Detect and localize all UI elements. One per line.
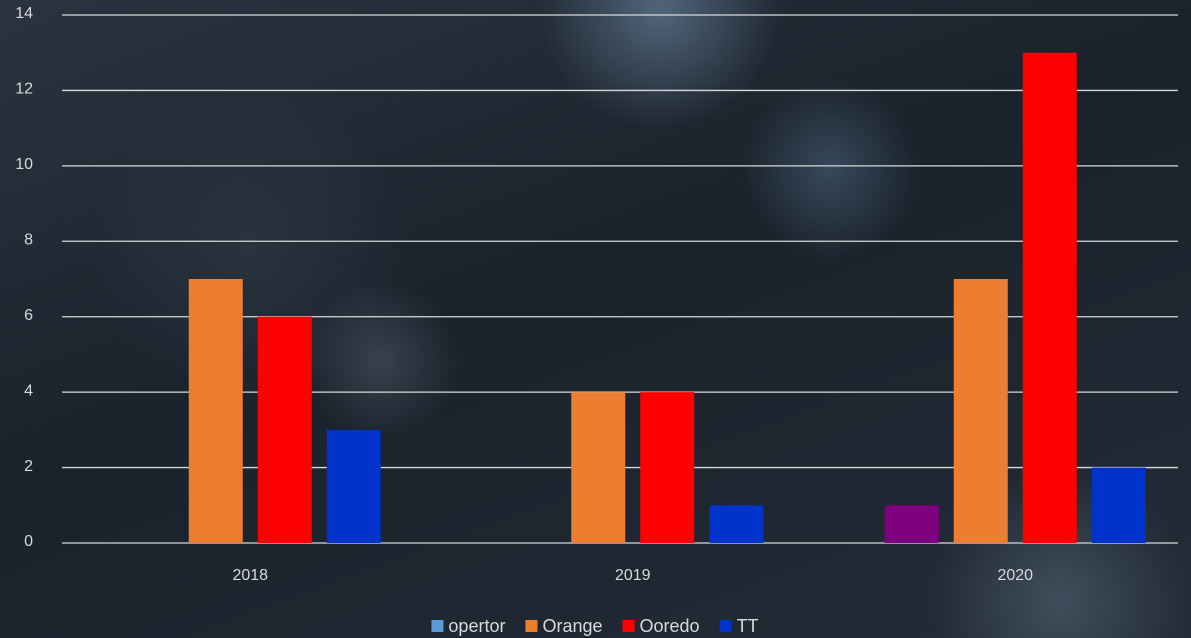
x-tick-label: 2020 xyxy=(997,567,1033,584)
y-tick-label: 6 xyxy=(24,307,33,324)
legend-label: Ooredo xyxy=(640,616,700,636)
legend-swatch xyxy=(719,620,732,632)
bar xyxy=(188,279,243,543)
bar xyxy=(640,392,695,543)
bar xyxy=(709,505,764,543)
y-tick-label: 8 xyxy=(24,232,33,249)
bar xyxy=(326,429,381,543)
bar xyxy=(953,279,1008,543)
legend-label: TT xyxy=(737,616,759,636)
x-tick-label: 2019 xyxy=(615,567,651,584)
x-tick-label: 2018 xyxy=(232,567,268,584)
bar xyxy=(1022,52,1077,543)
y-tick-label: 12 xyxy=(15,81,33,98)
bar xyxy=(884,505,939,543)
legend-swatch xyxy=(525,620,538,632)
legend-label: opertor xyxy=(448,616,505,636)
y-tick-label: 0 xyxy=(24,533,33,550)
bar xyxy=(257,316,312,543)
y-tick-label: 14 xyxy=(15,5,33,22)
y-tick-label: 10 xyxy=(15,156,33,173)
bar xyxy=(571,392,626,543)
y-tick-label: 4 xyxy=(24,382,33,399)
legend-swatch xyxy=(431,620,444,632)
bar xyxy=(1091,467,1146,543)
legend-label: Orange xyxy=(542,616,602,636)
legend-swatch xyxy=(622,620,635,632)
y-tick-label: 2 xyxy=(24,458,33,475)
